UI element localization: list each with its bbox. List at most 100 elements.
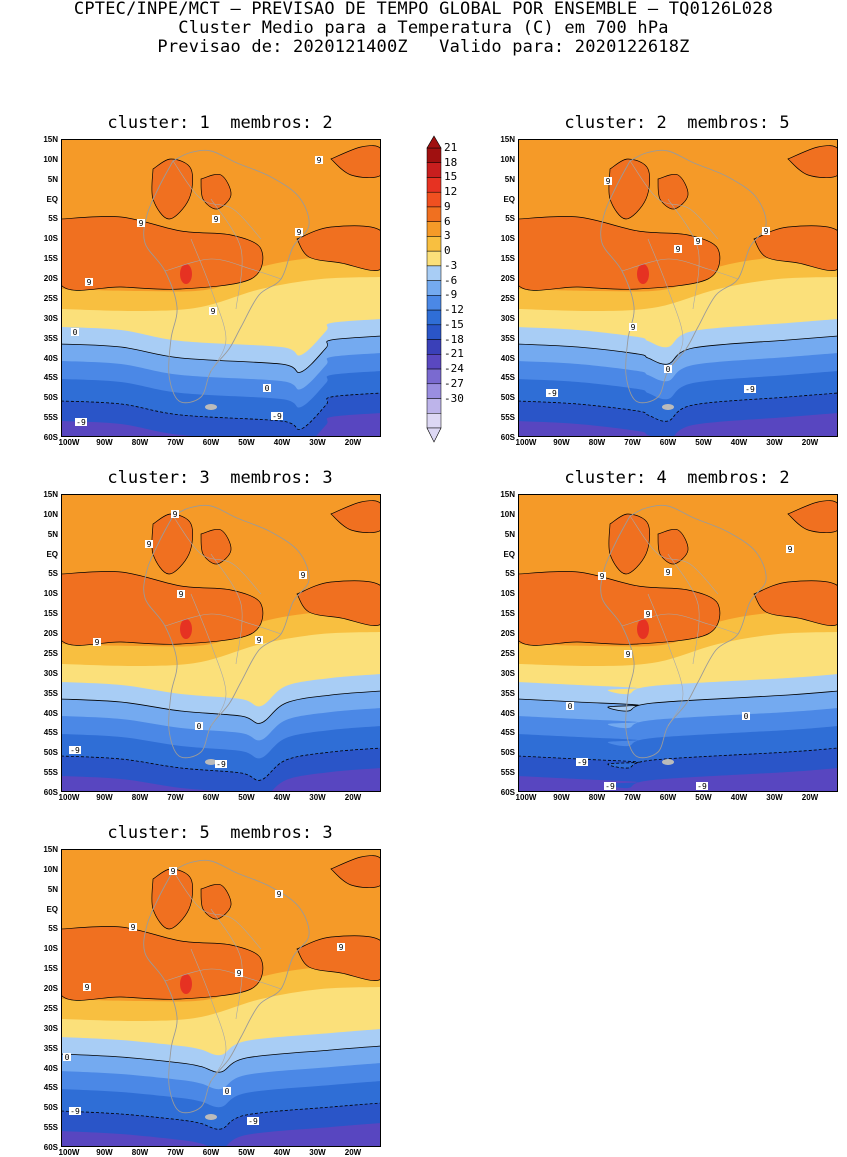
contour-label-bg (63, 1053, 71, 1061)
warm-blob-ne (330, 145, 381, 178)
colorbar-swatch (426, 162, 442, 178)
colorbar-label: -15 (444, 317, 464, 331)
colorbar-label: 3 (444, 229, 451, 243)
contour-label-bg (255, 636, 263, 644)
panel-1-title: cluster: 1 membros: 2 (107, 113, 333, 133)
latitude-label: EQ (503, 194, 515, 204)
latitude-label: 35S (500, 333, 515, 343)
colorbar-label: 21 (444, 141, 458, 154)
country-border (172, 160, 262, 240)
contour-label-bg (169, 867, 177, 875)
colorbar-swatch (426, 295, 442, 311)
warm-band-east (753, 225, 838, 271)
latitude-label: 25S (500, 648, 515, 658)
panel-4-title: cluster: 4 membros: 2 (564, 468, 790, 488)
contour-0 (518, 335, 838, 365)
contour-label-bg (271, 412, 283, 420)
colorbar-swatch (426, 147, 442, 163)
longitude-label: 60W (659, 438, 677, 447)
latitude-label: 20S (500, 274, 515, 284)
map-frame (518, 494, 838, 792)
country-border (667, 553, 700, 665)
latitude-label: EQ (46, 904, 58, 914)
country-border (190, 238, 227, 372)
contour-label-bg (624, 650, 632, 658)
country-border (667, 198, 700, 310)
contour-label: 0 (666, 365, 671, 374)
latitude-label: 15S (500, 254, 515, 264)
contour-0 (61, 690, 381, 724)
latitude-label: 30S (500, 668, 515, 678)
contour-label-bg (299, 571, 307, 579)
colorbar-label: -9 (444, 288, 458, 302)
contour-label: 9 (696, 237, 701, 246)
panel-5-title: cluster: 5 membros: 3 (107, 823, 333, 843)
contour-label-bg (295, 228, 303, 236)
latitude-label: 45S (43, 1083, 58, 1093)
colorbar-top-arrow (426, 135, 442, 149)
longitude-label: 50W (695, 793, 712, 802)
longitude-label: 60W (202, 1148, 220, 1157)
contour-label: 9 (631, 323, 636, 332)
latitude-label: 20S (43, 274, 58, 284)
contour-label: 0 (225, 1087, 230, 1096)
map-panel-4: 9 9 9 9 9 0 0 -9 -9 -9 (518, 494, 838, 792)
contour-label: 9 (131, 923, 136, 932)
contour-label-bg (215, 760, 227, 768)
coastline (600, 149, 767, 404)
latitude-label: 45S (43, 728, 58, 738)
longitude-label: 60W (659, 793, 677, 802)
colorbar-label: -6 (444, 273, 458, 287)
latitude-label: 40S (43, 708, 58, 718)
country-border (164, 258, 282, 280)
contour-label: 9 (179, 590, 184, 599)
colorbar-swatch (426, 236, 442, 252)
header-line-3: Previsao de: 2020121400Z Valido para: 20… (157, 37, 690, 57)
latitude-label: 5N (47, 174, 58, 184)
latitude-label: 30S (500, 313, 515, 323)
header-line-2: Cluster Medio para a Temperatura (C) em … (178, 18, 669, 38)
contour-label-bg (644, 610, 652, 618)
contour-label-bg (337, 943, 345, 951)
latitude-label: 15S (500, 609, 515, 619)
latitude-label: 40S (43, 1063, 58, 1073)
latitude-label: 10N (500, 509, 515, 519)
warm-band-east (296, 225, 381, 271)
contour-label: 9 (171, 867, 176, 876)
warm-band-east (296, 580, 381, 626)
contour-0 (61, 335, 381, 373)
contour-label: 9 (626, 650, 631, 659)
latitude-label: 15S (43, 609, 58, 619)
contour-label-bg (223, 1087, 231, 1095)
latitude-label: 55S (500, 768, 515, 778)
warm-blob-ne (330, 855, 381, 888)
colorbar-swatch (426, 265, 442, 281)
longitude-label: 100W (58, 438, 80, 447)
warm-band-east (753, 580, 838, 626)
longitude-label: 70W (624, 793, 641, 802)
latitude-label: 25S (43, 1003, 58, 1013)
country-border (647, 593, 684, 727)
hot-spot (637, 264, 649, 284)
panel-2-title: cluster: 2 membros: 5 (564, 113, 790, 133)
contour-label: 0 (265, 384, 270, 393)
map-frame (61, 849, 381, 1147)
contour-label: 9 (211, 307, 216, 316)
contour-label-bg (209, 307, 217, 315)
longitude-label: 60W (202, 793, 220, 802)
latitude-label: 45S (500, 728, 515, 738)
contour-0 (61, 1045, 381, 1073)
latitude-label: 50S (43, 1103, 58, 1113)
latitude-label: 10N (500, 154, 515, 164)
contour-label-bg (598, 572, 606, 580)
falkland-islands (662, 404, 674, 410)
warm-band-west (518, 216, 721, 291)
contour-label: -9 (745, 385, 755, 394)
warm-blob-2 (200, 884, 232, 920)
warm-blob-ne (787, 500, 838, 533)
contour-label-bg (137, 219, 145, 227)
latitude-label: 35S (500, 688, 515, 698)
falkland-islands (662, 759, 674, 765)
colorbar-swatch (426, 354, 442, 370)
figure-header: CPTEC/INPE/MCT – PREVISAO DE TEMPO GLOBA… (0, 0, 847, 57)
